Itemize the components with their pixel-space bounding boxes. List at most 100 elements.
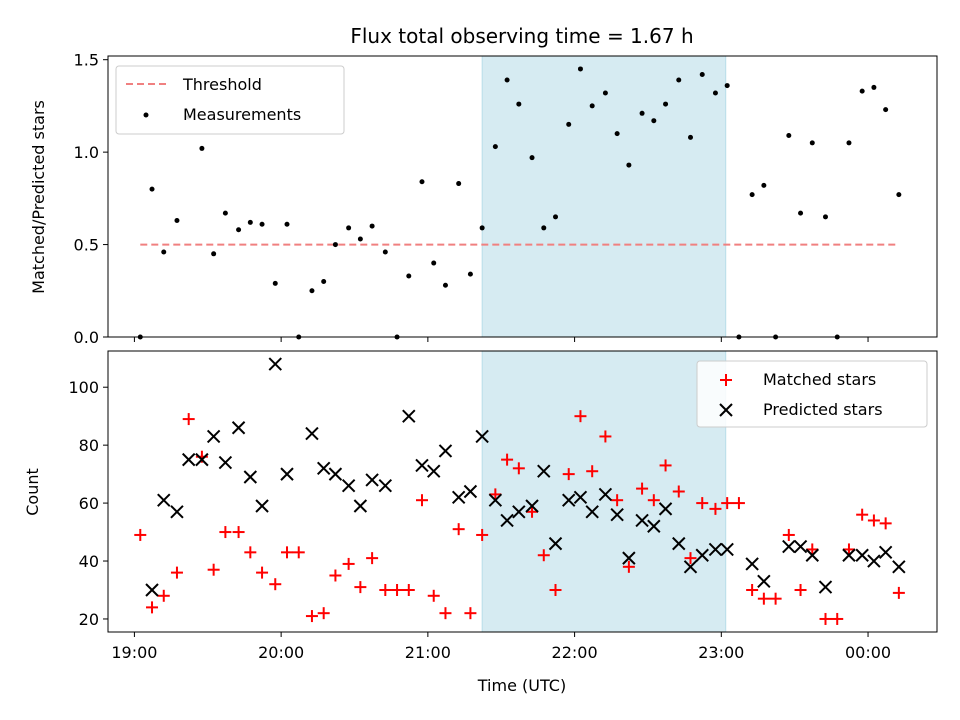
predicted-star-point (316, 461, 331, 476)
predicted-star-point (757, 574, 771, 589)
measurement-point (761, 182, 767, 188)
matched-star-point (537, 549, 550, 562)
predicted-star-point (463, 484, 478, 499)
measurement-point (284, 221, 290, 227)
matched-star-point (867, 514, 880, 527)
measurement-point (809, 140, 815, 146)
predicted-star-point (500, 513, 514, 528)
measurement-point (382, 249, 388, 255)
predicted-star-point (562, 493, 576, 507)
matched-star-point (696, 497, 709, 510)
top-plot-frame (107, 55, 938, 338)
measurement-point (369, 223, 375, 229)
matched-star-point (157, 589, 170, 602)
predicted-star-point (878, 545, 893, 560)
measurement-point (419, 179, 425, 185)
measurement-point (577, 66, 583, 72)
predicted-star-point (647, 519, 661, 533)
bottom-plot-frame (107, 350, 938, 633)
matched-star-point (452, 523, 465, 536)
predicted-star-point (475, 429, 489, 444)
matched-star-point (354, 581, 367, 594)
matched-star-point (489, 488, 502, 501)
y-tick-label: 0.0 (74, 328, 99, 347)
predicted-star-point (328, 467, 343, 481)
predicted-star-point (525, 499, 539, 513)
measurement-point (651, 118, 657, 124)
predicted-star-point (855, 548, 869, 562)
measurement-point (272, 280, 278, 286)
matched-star-point (842, 543, 855, 556)
y-tick-label: 0.5 (74, 236, 99, 255)
top-panel: 0.0 0.5 1.0 1.5 Matched/Predicted stars Thr… (29, 51, 938, 347)
matched-star-point (806, 543, 819, 556)
predicted-star-point (622, 551, 636, 565)
measurement-point (332, 242, 338, 248)
matched-star-point (182, 413, 195, 426)
predicted-star-point (720, 542, 734, 557)
predicted-star-point (157, 493, 171, 507)
bottom-panel: 20 40 60 80 100 19:00 20:00 21:00 22:00 23:00 00:… (23, 350, 938, 695)
matched-star-point (732, 497, 745, 510)
matched-star-point (599, 430, 612, 443)
measurement-point (822, 214, 828, 220)
matched-star-point (684, 552, 697, 565)
measurement-point (161, 249, 167, 255)
measurement-point (222, 210, 228, 216)
predicted-star-point (745, 557, 759, 571)
matched-star-point (819, 612, 832, 625)
matched-star-point (219, 526, 232, 539)
top-y-axis-label: Matched/Predicted stars (29, 100, 48, 294)
matched-star-point (647, 494, 660, 507)
predicted-star-point (598, 487, 613, 502)
matched-star-point (317, 607, 330, 620)
matched-star-point (831, 612, 844, 625)
x-tick-label: 00:00 (845, 643, 891, 662)
legend-predicted-label: Predicted stars (763, 400, 883, 419)
measurement-point (199, 145, 205, 151)
measurement-point (541, 225, 547, 231)
matched-star-point (305, 610, 318, 623)
matched-star-point (672, 485, 685, 498)
matched-star-point (709, 502, 722, 515)
predicted-star-point (573, 490, 588, 505)
chart-title: Flux total observing time = 1.67 h (350, 24, 693, 48)
predicted-star-point (805, 548, 819, 562)
measurement-point (786, 132, 792, 138)
matched-star-point (782, 528, 795, 541)
measurement-point (676, 77, 682, 83)
matched-star-point (879, 517, 892, 530)
matched-star-point (427, 589, 440, 602)
matched-star-point (476, 528, 489, 541)
bottom-legend-box (696, 360, 928, 428)
measurement-point (883, 107, 889, 113)
matched-star-point (256, 566, 269, 579)
legend-measurements-label: Measurements (183, 105, 301, 124)
measurement-point (688, 134, 694, 140)
predicted-star-point (451, 490, 466, 505)
matched-star-point (366, 552, 379, 565)
predicted-star-point (427, 464, 441, 478)
measurement-point (639, 110, 645, 116)
predicted-star-point (243, 470, 258, 484)
matched-star-point (746, 583, 759, 596)
matched-star-point (207, 563, 220, 576)
matched-star-point (281, 546, 294, 559)
measurement-point (871, 84, 877, 90)
top-legend: Threshold Measurements (115, 65, 345, 135)
predicted-star-point (695, 548, 709, 562)
y-tick-label: 100 (68, 378, 99, 397)
measurement-point (712, 90, 718, 96)
predicted-star-point (512, 505, 526, 519)
matched-star-point (439, 607, 452, 620)
matched-star-point (574, 410, 587, 423)
matched-star-point (512, 462, 525, 475)
measurement-point (566, 121, 572, 127)
measurement-point (479, 225, 485, 231)
measurement-point (529, 155, 535, 161)
x-tick-label: 19:00 (111, 643, 157, 662)
matched-star-point (391, 583, 404, 596)
measurement-point (663, 101, 669, 107)
measurement-point (626, 162, 632, 168)
